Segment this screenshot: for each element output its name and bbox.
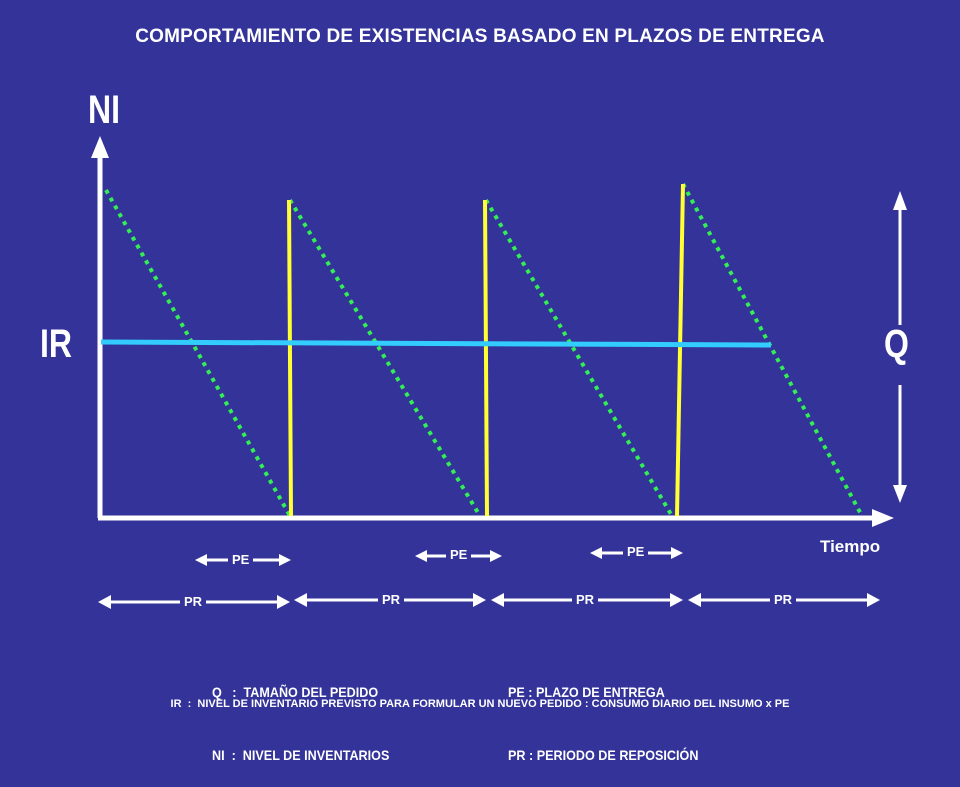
pe-label-1: PE <box>228 553 254 567</box>
replenishment-line-1 <box>287 199 293 517</box>
pe-label-3: PE <box>623 545 649 559</box>
legend-pr: PR : PERIODO DE REPOSICIÓN <box>508 747 699 763</box>
y-axis-arrowhead <box>91 136 109 158</box>
pr-label-3: PR <box>572 593 599 607</box>
replenishment-line-3 <box>675 183 685 517</box>
pr-label-1: PR <box>180 595 207 609</box>
consumption-line-1 <box>104 189 292 517</box>
legend-right: PE : PLAZO DE ENTREGA PR : PERIODO DE RE… <box>508 640 698 787</box>
q-arrowhead-bottom <box>893 485 907 503</box>
y-axis-label: NI <box>88 88 120 132</box>
legend-q: Q : TAMAÑO DEL PEDIDO <box>212 684 379 700</box>
reorder-level-line <box>100 339 772 348</box>
consumption-line-2 <box>288 198 482 518</box>
legend-pe: PE : PLAZO DE ENTREGA <box>508 684 665 700</box>
consumption-line-3 <box>484 198 674 518</box>
consumption-line-4 <box>681 183 864 517</box>
pr-label-2: PR <box>378 593 405 607</box>
diagram-title: COMPORTAMIENTO DE EXISTENCIAS BASADO EN … <box>135 26 825 47</box>
pr-label-4: PR <box>770 593 797 607</box>
inventory-diagram <box>91 136 907 609</box>
x-axis-label: Tiempo <box>820 537 881 556</box>
legend-ni: NI : NIVEL DE INVENTARIOS <box>212 747 390 763</box>
pe-label-2: PE <box>446 548 472 562</box>
reorder-level-label: IR <box>40 322 72 366</box>
q-arrowhead-top <box>893 191 907 210</box>
order-quantity-label: Q <box>884 322 909 366</box>
replenishment-line-2 <box>483 199 489 517</box>
legend-left: Q : TAMAÑO DEL PEDIDO NI : NIVEL DE INVE… <box>212 640 389 787</box>
footnote-ir: IR : NIVEL DE INVENTARIO PREVISTO PARA F… <box>170 698 790 710</box>
x-axis-arrowhead <box>872 509 894 527</box>
